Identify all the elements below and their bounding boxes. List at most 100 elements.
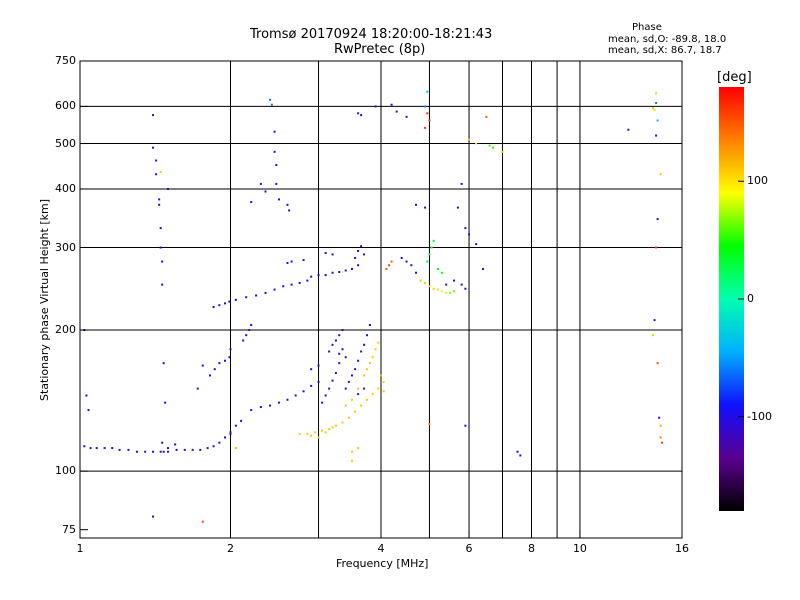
data-point (432, 239, 435, 242)
y-tick-label: 750 (55, 54, 76, 67)
data-point (286, 203, 289, 206)
data-point (371, 393, 374, 396)
colorbar (719, 87, 744, 511)
data-point (103, 447, 106, 450)
data-point (234, 424, 237, 427)
data-point (144, 450, 147, 453)
data-point (306, 279, 309, 282)
data-point (655, 134, 658, 137)
data-point (338, 352, 341, 355)
data-point (175, 448, 178, 451)
colorbar-label: [deg] (717, 70, 752, 85)
data-point (338, 362, 341, 365)
data-point (441, 271, 444, 274)
data-point (344, 387, 347, 390)
data-point (167, 187, 170, 190)
data-point (424, 282, 427, 285)
data-point (317, 380, 320, 383)
data-point (331, 379, 334, 382)
data-point (152, 114, 155, 117)
data-point (426, 90, 429, 93)
data-point (338, 334, 341, 337)
data-point (155, 159, 158, 162)
data-point (209, 374, 212, 377)
data-point (659, 436, 662, 439)
data-point (491, 146, 494, 149)
data-point (152, 515, 155, 518)
data-point (385, 267, 388, 270)
data-point (655, 102, 658, 105)
data-point (464, 424, 467, 427)
data-point (273, 288, 276, 291)
y-tick-label: 200 (55, 323, 76, 337)
data-point (196, 387, 199, 390)
data-point (264, 190, 267, 193)
x-tick-label: 1 (76, 542, 84, 555)
data-point (445, 291, 448, 294)
data-point (152, 146, 155, 149)
data-point (405, 260, 408, 263)
data-point (390, 103, 393, 106)
data-point (410, 264, 413, 267)
data-point (344, 404, 347, 407)
data-point (363, 343, 366, 346)
data-point (432, 287, 435, 290)
x-tick-label: 2 (227, 542, 234, 555)
data-point (218, 304, 221, 307)
data-point (298, 433, 301, 436)
data-point (334, 371, 337, 374)
data-point (456, 206, 459, 209)
data-point (183, 448, 186, 451)
data-point (341, 421, 344, 424)
data-point (400, 256, 403, 259)
data-point (242, 339, 245, 342)
data-point (445, 283, 448, 286)
phase-title: Phase (632, 22, 662, 33)
data-point (275, 163, 278, 166)
data-point (395, 110, 398, 113)
data-point (449, 291, 452, 294)
data-point (212, 305, 215, 308)
data-point (365, 398, 368, 401)
data-point (464, 227, 467, 230)
data-point (374, 105, 377, 108)
data-point (357, 249, 360, 252)
data-point (286, 398, 289, 401)
data-points (83, 90, 664, 523)
data-point (317, 274, 320, 277)
data-point (310, 368, 313, 371)
data-point (313, 431, 316, 434)
data-point (475, 243, 478, 246)
x-tick-label: 6 (465, 542, 473, 555)
data-point (341, 329, 344, 332)
data-point (365, 334, 368, 337)
data-point (344, 356, 347, 359)
data-point (430, 246, 433, 249)
data-point (201, 520, 204, 523)
data-point (485, 115, 488, 118)
data-point (334, 339, 337, 342)
data-point (135, 450, 138, 453)
data-point (363, 387, 366, 390)
data-point (228, 300, 231, 303)
colorbar-tick-label: -100 (747, 409, 772, 423)
data-point (357, 393, 360, 396)
data-point (424, 126, 427, 129)
data-point (344, 269, 347, 272)
data-point (87, 409, 90, 412)
data-point (162, 362, 165, 365)
data-point (360, 404, 363, 407)
y-axis-label: Stationary phase Virtual Height [km] (38, 198, 51, 402)
data-point (347, 380, 350, 383)
colorbar-tick-label: 0 (747, 292, 754, 305)
y-tick-label: 600 (55, 99, 76, 113)
data-point (234, 447, 237, 450)
x-axis-label: Frequency [MHz] (336, 557, 429, 570)
y-tick-label: 500 (55, 136, 76, 150)
data-point (212, 445, 215, 448)
data-point (655, 92, 658, 95)
data-point (273, 130, 276, 133)
data-point (174, 443, 177, 446)
data-point (331, 271, 334, 274)
data-point (159, 246, 162, 249)
